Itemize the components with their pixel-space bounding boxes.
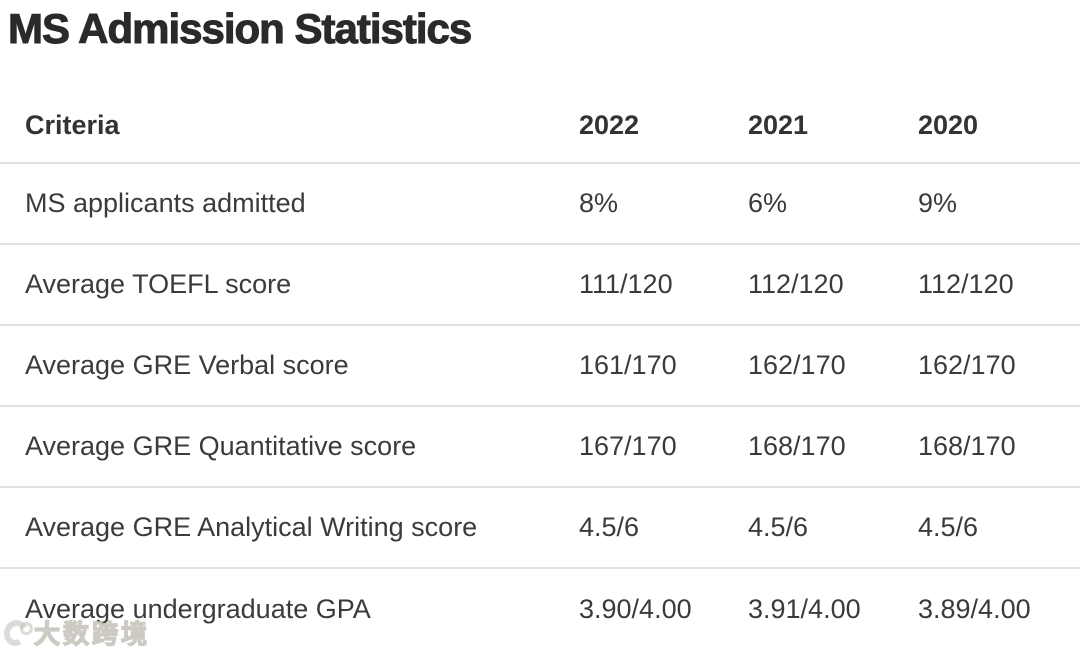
criteria-cell: Average GRE Analytical Writing score — [0, 487, 579, 570]
criteria-cell: Average TOEFL score — [0, 244, 579, 327]
table-row: Average GRE Verbal score 161/170 162/170… — [0, 325, 1080, 408]
table-row: Average undergraduate GPA 3.90/4.00 3.91… — [0, 568, 1080, 648]
header-cell-2022: 2022 — [579, 89, 748, 165]
value-cell: 112/120 — [748, 244, 918, 327]
value-cell: 4.5/6 — [579, 487, 748, 570]
table-row: Average TOEFL score 111/120 112/120 112/… — [0, 244, 1080, 327]
header-cell-2021: 2021 — [748, 89, 918, 165]
value-cell: 161/170 — [579, 325, 748, 408]
value-cell: 3.91/4.00 — [748, 593, 861, 624]
value-cell: 111/120 — [579, 244, 748, 327]
value-cell: 4.5/6 — [748, 487, 918, 570]
page-title: MS Admission Statistics — [8, 5, 473, 52]
value-cell: 3.90/4.00 — [579, 593, 692, 624]
value-cell: 167/170 — [579, 406, 748, 489]
value-cell: 9% — [918, 163, 1080, 246]
value-cell: 3.89/4.00 — [918, 593, 1031, 624]
admission-statistics-table: Criteria 2022 2021 2020 MS applicants ad… — [0, 89, 1080, 648]
value-cell: 162/170 — [748, 325, 918, 408]
value-cell: 168/170 — [748, 406, 918, 489]
value-cell: 162/170 — [918, 325, 1080, 408]
criteria-cell: Average undergraduate GPA — [25, 593, 371, 624]
value-cell: 8% — [579, 163, 748, 246]
value-cell: 6% — [748, 163, 918, 246]
table-header-row: Criteria 2022 2021 2020 — [0, 89, 1080, 165]
criteria-cell: Average GRE Verbal score — [0, 325, 579, 408]
criteria-cell: MS applicants admitted — [0, 163, 579, 246]
value-cell: 4.5/6 — [918, 487, 1080, 570]
value-cell: 112/120 — [918, 244, 1080, 327]
table-row: Average GRE Analytical Writing score 4.5… — [0, 487, 1080, 570]
header-cell-criteria: Criteria — [0, 89, 579, 165]
table-row: Average GRE Quantitative score 167/170 1… — [0, 406, 1080, 489]
table-row: MS applicants admitted 8% 6% 9% — [0, 163, 1080, 246]
criteria-cell: Average GRE Quantitative score — [0, 406, 579, 489]
header-cell-2020: 2020 — [918, 89, 1080, 165]
value-cell: 168/170 — [918, 406, 1080, 489]
